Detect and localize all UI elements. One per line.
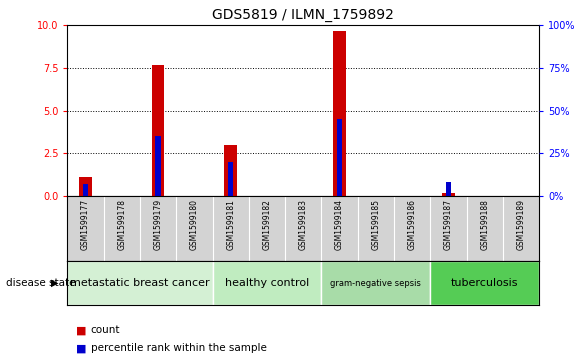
- Bar: [155, 136, 161, 196]
- Bar: [430, 261, 539, 305]
- Bar: [446, 182, 451, 196]
- Text: disease state: disease state: [6, 278, 76, 288]
- Text: GSM1599188: GSM1599188: [480, 199, 489, 250]
- Bar: [152, 65, 165, 196]
- Bar: [224, 145, 237, 196]
- Text: percentile rank within the sample: percentile rank within the sample: [91, 343, 267, 354]
- Text: ■: ■: [76, 325, 87, 335]
- Text: GSM1599184: GSM1599184: [335, 199, 344, 250]
- Text: GSM1599186: GSM1599186: [408, 199, 417, 250]
- Text: GSM1599180: GSM1599180: [190, 199, 199, 250]
- Bar: [228, 162, 233, 196]
- Text: gram-negative sepsis: gram-negative sepsis: [331, 279, 421, 287]
- Text: ■: ■: [76, 343, 87, 354]
- Bar: [337, 119, 342, 196]
- Text: GSM1599187: GSM1599187: [444, 199, 453, 250]
- Text: healthy control: healthy control: [225, 278, 309, 288]
- Text: GSM1599177: GSM1599177: [81, 199, 90, 250]
- Text: GSM1599185: GSM1599185: [372, 199, 380, 250]
- Bar: [67, 261, 213, 305]
- Text: metastatic breast cancer: metastatic breast cancer: [70, 278, 210, 288]
- Text: GSM1599178: GSM1599178: [117, 199, 127, 250]
- Title: GDS5819 / ILMN_1759892: GDS5819 / ILMN_1759892: [212, 8, 394, 22]
- Text: tuberculosis: tuberculosis: [451, 278, 519, 288]
- Text: GSM1599181: GSM1599181: [226, 199, 235, 250]
- Bar: [321, 261, 430, 305]
- Text: GSM1599189: GSM1599189: [516, 199, 526, 250]
- Bar: [83, 184, 88, 196]
- Text: ▶: ▶: [51, 278, 58, 288]
- Text: GSM1599179: GSM1599179: [154, 199, 162, 250]
- Bar: [333, 30, 346, 196]
- Text: count: count: [91, 325, 120, 335]
- Text: GSM1599183: GSM1599183: [299, 199, 308, 250]
- Bar: [213, 261, 321, 305]
- Bar: [79, 177, 92, 196]
- Text: GSM1599182: GSM1599182: [263, 199, 271, 250]
- Bar: [442, 193, 455, 196]
